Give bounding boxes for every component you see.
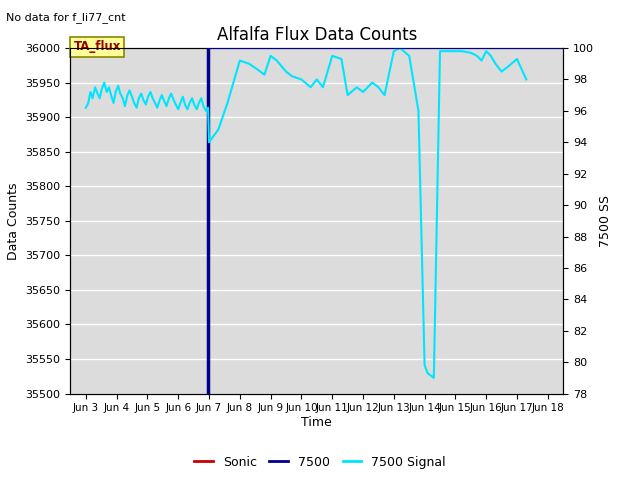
Text: No data for f_li77_cnt: No data for f_li77_cnt	[6, 12, 126, 23]
Legend: Sonic, 7500, 7500 Signal: Sonic, 7500, 7500 Signal	[189, 451, 451, 474]
Title: Alfalfa Flux Data Counts: Alfalfa Flux Data Counts	[216, 25, 417, 44]
Y-axis label: Data Counts: Data Counts	[7, 182, 20, 260]
Y-axis label: 7500 SS: 7500 SS	[600, 195, 612, 247]
X-axis label: Time: Time	[301, 416, 332, 429]
Text: TA_flux: TA_flux	[74, 40, 121, 53]
